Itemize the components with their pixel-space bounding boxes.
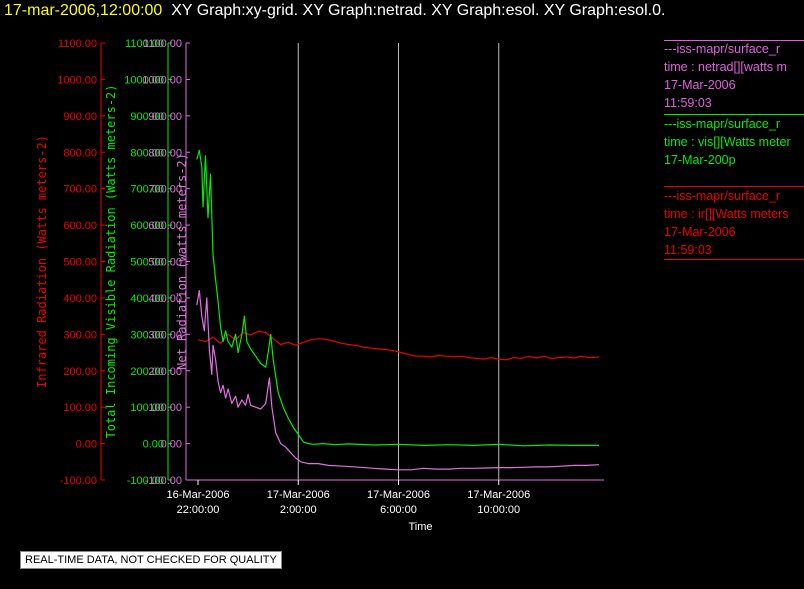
quality-warning: REAL-TIME DATA, NOT CHECKED FOR QUALITY <box>20 551 282 569</box>
y-tick-label: 600.00 <box>63 220 97 232</box>
x-tick-label-time: 6:00:00 <box>380 504 417 516</box>
y-tick-label: 1000.00 <box>57 74 97 86</box>
y-tick-label: 600.00 <box>148 220 182 232</box>
y-tick-label: -100.00 <box>127 475 164 487</box>
y-tick-label: 500.00 <box>130 257 164 269</box>
series-line <box>196 290 600 471</box>
y-tick-label: 1000.00 <box>142 74 182 86</box>
x-axis-title: Time <box>408 521 432 533</box>
x-tick-label-date: 17-Mar-2006 <box>467 489 530 501</box>
y-tick-label: 800.00 <box>63 147 97 159</box>
graph-timestamp: 17-mar-2006,12:00:00 <box>4 2 163 19</box>
y-tick-label: 1100.00 <box>125 38 164 50</box>
y-tick-label: 600.00 <box>130 220 164 232</box>
y-tick-label: 0.00 <box>76 439 97 451</box>
legend-ir: ---iss-mapr/surface_r time : ir[][Watts … <box>664 186 804 260</box>
y-tick-label: 400.00 <box>63 293 97 305</box>
graph-title-bar: 17-mar-2006,12:00:00 XY Graph:xy-grid. X… <box>4 2 665 20</box>
x-tick-label-time: 10:00:00 <box>477 504 520 516</box>
y-tick-label: 100.00 <box>148 402 182 414</box>
y-tick-label: 500.00 <box>63 257 97 269</box>
x-tick-label-time: 22:00:00 <box>177 504 220 516</box>
y-tick-label: 900.00 <box>148 111 182 123</box>
legend-line: ---iss-mapr/surface_r <box>664 189 780 203</box>
y-tick-label: 1000.00 <box>124 74 164 86</box>
y-tick-label: 1100.00 <box>143 38 182 50</box>
y-tick-label: 800.00 <box>148 147 182 159</box>
legend-line: 17-Mar-200p <box>664 153 736 167</box>
series-line <box>196 149 599 447</box>
x-tick-label-date: 17-Mar-2006 <box>267 489 330 501</box>
legend-line: 11:59:03 <box>664 96 712 110</box>
y-tick-label: 700.00 <box>63 184 97 196</box>
grid-lines <box>297 43 500 480</box>
legend-line: 17-Mar-2006 <box>664 225 736 239</box>
y-tick-label: 900.00 <box>63 111 97 123</box>
y-tick-label: 1100.00 <box>58 38 97 50</box>
y-tick-label: 200.00 <box>63 366 97 378</box>
legend-vis: ---iss-mapr/surface_r time : vis[][Watts… <box>664 114 804 187</box>
legend-top-rule <box>664 40 804 41</box>
series-line <box>197 330 600 361</box>
y-tick-label: -100.00 <box>145 475 182 487</box>
legend-line: 17-Mar-2006 <box>664 78 736 92</box>
y-tick-label: 0.00 <box>161 439 182 451</box>
legend-line: 11:59:03 <box>664 243 712 257</box>
tick-labels: -100.00 0.00 100.00 200.00 300.00 400.00 500.0… <box>35 38 530 533</box>
axes <box>100 42 604 485</box>
y-tick-label: 900.00 <box>130 111 164 123</box>
x-tick-label-time: 2:00:00 <box>280 504 317 516</box>
y-tick-label: -100.00 <box>60 475 97 487</box>
y-axis-title: Infrared Radiation (Watts meters-2) <box>35 135 49 388</box>
y-tick-label: 200.00 <box>148 366 182 378</box>
y-tick-label: 200.00 <box>130 366 164 378</box>
legend-line: time : ir[][Watts meters <box>664 207 789 221</box>
y-axis-title: Total Incoming Visible Radiation (Watts … <box>104 84 118 438</box>
graph-titles: XY Graph:xy-grid. XY Graph:netrad. XY Gr… <box>171 2 666 19</box>
legend-line: time : vis[][Watts meter <box>664 135 791 149</box>
legend-netrad: ---iss-mapr/surface_r time : netrad[][wa… <box>664 40 804 112</box>
y-tick-label: 400.00 <box>130 293 164 305</box>
x-tick-label-date: 16-Mar-2006 <box>167 489 230 501</box>
legend-line: ---iss-mapr/surface_r <box>664 42 780 56</box>
y-tick-label: 500.00 <box>148 257 182 269</box>
y-tick-label: 100.00 <box>63 402 97 414</box>
y-axis-title: Net Radiation (watts meters-2) <box>175 153 189 370</box>
y-tick-label: 700.00 <box>130 184 164 196</box>
y-tick-label: 400.00 <box>148 293 182 305</box>
data-series <box>196 149 600 471</box>
y-tick-label: 800.00 <box>130 147 164 159</box>
y-tick-label: 100.00 <box>130 402 164 414</box>
y-tick-label: 0.00 <box>143 439 164 451</box>
y-tick-label: 300.00 <box>130 329 164 341</box>
legend-line: ---iss-mapr/surface_r <box>664 117 780 131</box>
x-tick-label-date: 17-Mar-2006 <box>367 489 430 501</box>
legend-line: time : netrad[][watts m <box>664 60 787 74</box>
y-tick-label: 700.00 <box>148 184 182 196</box>
y-tick-label: 300.00 <box>148 329 182 341</box>
y-tick-label: 300.00 <box>63 329 97 341</box>
